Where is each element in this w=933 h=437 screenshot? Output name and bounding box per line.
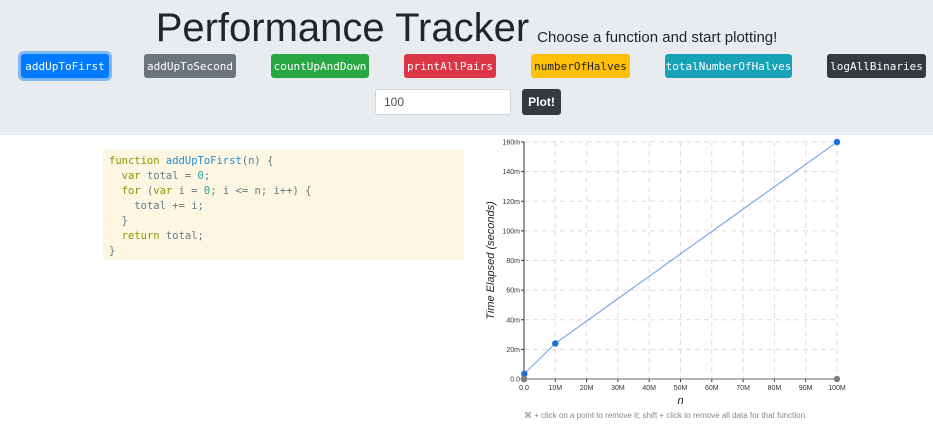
x-tick-label: 30M xyxy=(611,385,625,392)
countUpAndDown-button[interactable]: countUpAndDown xyxy=(271,54,369,78)
page-title: Performance Tracker xyxy=(155,6,530,50)
data-point xyxy=(833,138,841,146)
x-tick-label: 100M xyxy=(828,385,846,392)
n-input[interactable] xyxy=(375,89,511,115)
x-tick-label: 0.0 xyxy=(519,385,529,392)
totalNumberOfHalves-button[interactable]: totalNumberOfHalves xyxy=(665,54,792,78)
x-axis-label: n xyxy=(677,395,683,407)
x-tick-label: 20M xyxy=(580,385,594,392)
remove-point-hint: ⌘ + click on a point to remove it; shift… xyxy=(524,411,808,420)
code-line: } xyxy=(109,215,128,227)
y-tick-label: 160m xyxy=(502,140,520,147)
y-tick-label: 140m xyxy=(502,169,520,176)
data-point xyxy=(833,375,841,383)
plot-button[interactable]: Plot! xyxy=(522,89,561,115)
code-line: var total = 0; xyxy=(121,170,211,182)
data-point xyxy=(552,340,559,347)
x-tick-label: 80M xyxy=(768,385,782,392)
y-tick-label: 100m xyxy=(502,228,520,235)
x-tick-label: 70M xyxy=(736,385,750,392)
addUpToFirst-button[interactable]: addUpToFirst xyxy=(21,54,109,78)
data-point xyxy=(520,375,528,383)
y-axis-label: Time Elapsed (seconds) xyxy=(485,201,497,320)
y-tick-label: 60m xyxy=(506,288,520,295)
numberOfHalves-button[interactable]: numberOfHalves xyxy=(531,54,630,78)
y-tick-label: 0.0 xyxy=(510,377,520,384)
performance-chart: 0.0 10M 20M 30M 40M 50M 60M 70M 80M 90M 100M 0.0 20m… xyxy=(470,135,933,415)
x-tick-label: 90M xyxy=(799,385,813,392)
code-block: function addUpToFirst(n) { var total = 0… xyxy=(103,150,464,260)
x-tick-label: 50M xyxy=(674,385,688,392)
code-line: function addUpToFirst(n) { xyxy=(109,155,274,167)
y-tick-label: 20m xyxy=(506,347,520,354)
printAllPairs-button[interactable]: printAllPairs xyxy=(404,54,496,78)
code-line: for (var i = 0; i <= n; i++) { xyxy=(121,185,312,197)
code-line: total += i; xyxy=(134,200,204,212)
y-tick-label: 120m xyxy=(502,199,520,206)
data-point xyxy=(521,370,528,378)
code-line: } xyxy=(109,245,116,257)
chart-svg: 0.0 10M 20M 30M 40M 50M 60M 70M 80M 90M 100M 0.0 20m… xyxy=(485,138,846,407)
addUpToSecond-button[interactable]: addUpToSecond xyxy=(144,54,236,78)
code-line: return total; xyxy=(121,230,204,242)
page-subtitle: Choose a function and start plotting! xyxy=(537,29,778,46)
x-tick-label: 40M xyxy=(642,385,656,392)
y-tick-label: 40m xyxy=(506,317,520,324)
x-tick-label: 10M xyxy=(548,385,562,392)
header-jumbotron: Performance Tracker Choose a function an… xyxy=(0,0,933,135)
title-row: Performance Tracker Choose a function an… xyxy=(0,6,933,50)
x-tick-label: 60M xyxy=(705,385,719,392)
y-tick-label: 80m xyxy=(506,258,520,265)
logAllBinaries-button[interactable]: logAllBinaries xyxy=(827,54,926,78)
